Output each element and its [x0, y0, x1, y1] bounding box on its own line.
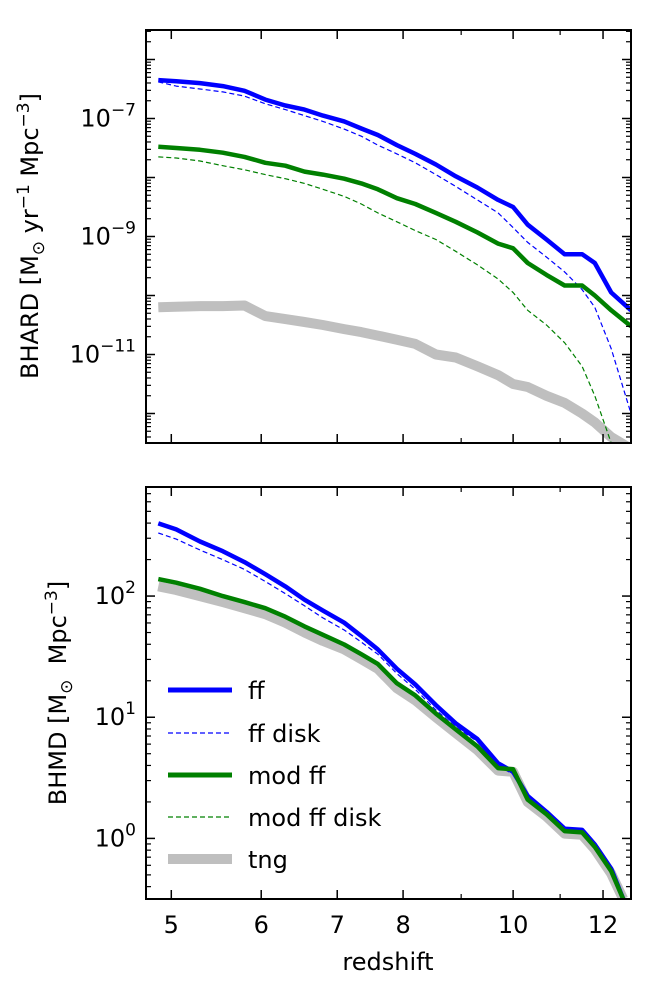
bottom-xtick-label-8: 8 — [395, 911, 410, 939]
bottom-ylabel-mpc: Mpc — [44, 615, 72, 679]
top-ytick-label--7: 10−7 — [80, 101, 136, 133]
bottom-ytick-label-1: 101 — [95, 699, 136, 731]
legend-entry-mod-ff-disk: mod ff disk — [168, 804, 381, 832]
bottom-series-mod-ff-disk — [158, 579, 624, 899]
legend-label-tng: tng — [248, 846, 288, 874]
top-series-mod-ff-disk — [158, 156, 613, 443]
legend-entry-mod-ff: mod ff — [168, 762, 326, 790]
bottom-series-ff — [157, 521, 626, 899]
top-ytick-exp: −11 — [100, 337, 136, 357]
top-ytick-base: 10 — [70, 341, 101, 369]
top-ylabel-end: ] — [16, 93, 44, 102]
top-ylabel-exp2: −3 — [14, 102, 34, 127]
bottom-ytick-exp: 1 — [125, 699, 136, 719]
legend-entry-tng: tng — [168, 846, 288, 874]
top-series-ff-disk — [158, 81, 631, 414]
bottom-ytick-exp: 0 — [125, 820, 136, 840]
bottom-ytick-base: 10 — [95, 703, 126, 731]
legend-label-ff: ff — [248, 677, 265, 705]
bottom-ylabel-end: ] — [44, 581, 72, 590]
bottom-ylabel: BHMD [M⊙ Mpc−3] — [42, 581, 77, 806]
bottom-xtick-label-6: 6 — [254, 911, 269, 939]
top-series-mod-ff — [158, 144, 631, 328]
legend-entry-ff-disk: ff disk — [168, 720, 321, 748]
top-ytick-base: 10 — [80, 105, 111, 133]
bottom-xtick-label-10: 10 — [498, 911, 529, 939]
bottom-ylabel-exp2: −3 — [42, 590, 62, 615]
legend-entry-ff: ff — [168, 677, 265, 705]
bottom-series-mod-ff — [157, 576, 626, 899]
bottom-xtick-label-5: 5 — [164, 911, 179, 939]
top-ylabel-exp1: −1 — [14, 184, 34, 209]
top-ytick-base: 10 — [80, 223, 111, 251]
bottom-xtick-label-12: 12 — [588, 911, 619, 939]
top-ytick-label--11: 10−11 — [70, 337, 136, 369]
top-ylabel: BHARD [M⊙ yr−1 Mpc−3] — [14, 93, 49, 379]
bottom-ylabel-sun: ⊙ — [57, 680, 77, 694]
legend: ff ff disk mod ff mod ff disk tng — [168, 677, 381, 874]
top-ylabel-sun: ⊙ — [29, 241, 49, 255]
bottom-ytick-base: 10 — [95, 824, 126, 852]
top-panel: 10−710−910−11 BHARD [M⊙ yr−1 Mpc−3] — [14, 29, 632, 444]
bottom-series-tng — [157, 581, 628, 899]
bottom-plot-frame — [145, 486, 632, 900]
top-ytick-exp: −7 — [111, 101, 136, 121]
bottom-ytick-label-2: 102 — [95, 578, 136, 610]
bottom-ytick-exp: 2 — [125, 578, 136, 598]
bottom-xlabel: redshift — [342, 948, 433, 976]
top-plot-frame — [145, 29, 632, 444]
top-ylabel-main: BHARD [M — [16, 255, 44, 379]
legend-label-ff-disk: ff disk — [248, 720, 321, 748]
bottom-xtick-label-7: 7 — [330, 911, 345, 939]
top-series-tng — [158, 300, 631, 443]
top-ylabel-mpc: Mpc — [16, 127, 44, 184]
bottom-ytick-label-0: 100 — [95, 820, 136, 852]
top-ytick-exp: −9 — [111, 219, 136, 239]
legend-label-mod-ff: mod ff — [248, 762, 326, 790]
bottom-series-ff-disk — [158, 532, 624, 899]
bottom-ylabel-main: BHMD [M — [44, 694, 72, 805]
top-ylabel-units: yr — [16, 209, 44, 241]
top-series-ff — [158, 77, 631, 312]
legend-label-mod-ff-disk: mod ff disk — [248, 804, 381, 832]
top-ytick-label--9: 10−9 — [80, 219, 136, 251]
bottom-ytick-base: 10 — [95, 582, 126, 610]
